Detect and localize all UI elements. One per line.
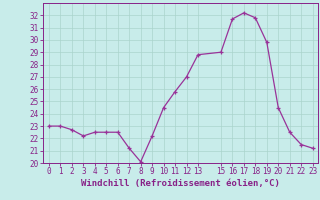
X-axis label: Windchill (Refroidissement éolien,°C): Windchill (Refroidissement éolien,°C) xyxy=(81,179,280,188)
